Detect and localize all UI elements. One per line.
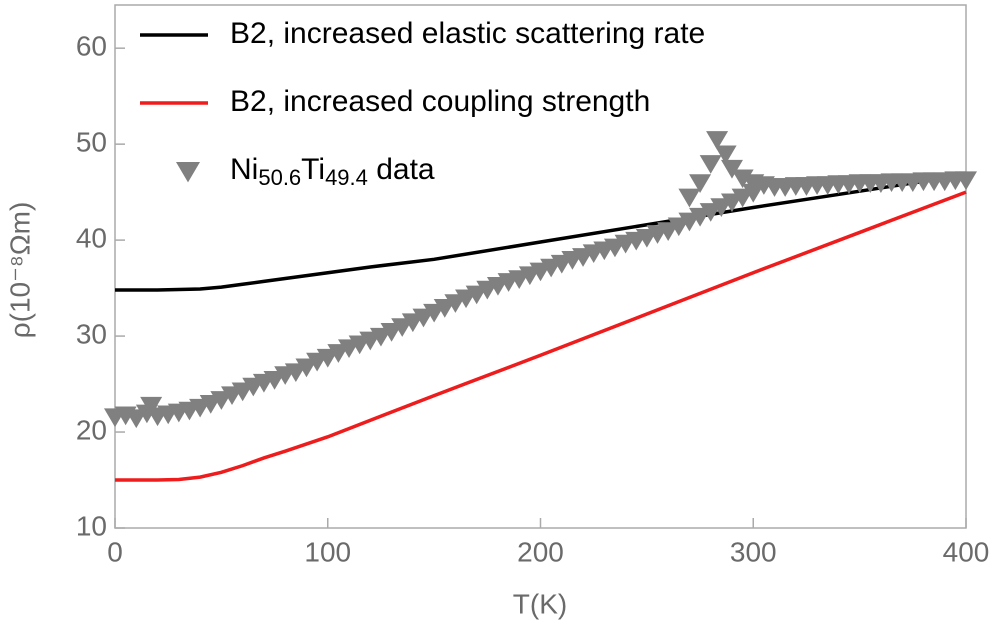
data-point: [699, 155, 722, 174]
data-point: [955, 171, 977, 191]
y-axis-label: ρ(10⁻⁸Ωm): [4, 202, 35, 339]
y-tick-label: 60: [76, 31, 107, 62]
data-point: [689, 174, 712, 193]
y-tick-label: 10: [76, 510, 107, 541]
data-point: [295, 358, 318, 378]
data-point: [140, 396, 163, 416]
legend-label: Ni50.6Ti49.4 data: [230, 153, 435, 190]
x-tick-label: 100: [304, 536, 351, 567]
x-axis-label: T(K): [513, 588, 567, 619]
x-tick-label: 400: [943, 536, 990, 567]
data-point: [742, 183, 765, 203]
x-tick-label: 300: [730, 536, 777, 567]
y-tick-label: 40: [76, 223, 107, 254]
y-tick-label: 30: [76, 318, 107, 349]
data-point: [731, 169, 754, 189]
data-point: [720, 159, 743, 179]
legend-label: B2, increased elastic scattering rate: [230, 17, 705, 50]
x-tick-label: 0: [107, 536, 123, 567]
data-point: [678, 188, 701, 208]
legend-label: B2, increased coupling strength: [230, 85, 650, 118]
series-line: [115, 190, 967, 482]
series-line: [115, 173, 967, 292]
y-tick-label: 20: [76, 414, 107, 445]
legend-marker: [176, 162, 200, 183]
data-point: [706, 131, 729, 150]
y-tick-label: 50: [76, 127, 107, 158]
x-tick-label: 200: [517, 536, 564, 567]
data-point: [714, 145, 737, 165]
